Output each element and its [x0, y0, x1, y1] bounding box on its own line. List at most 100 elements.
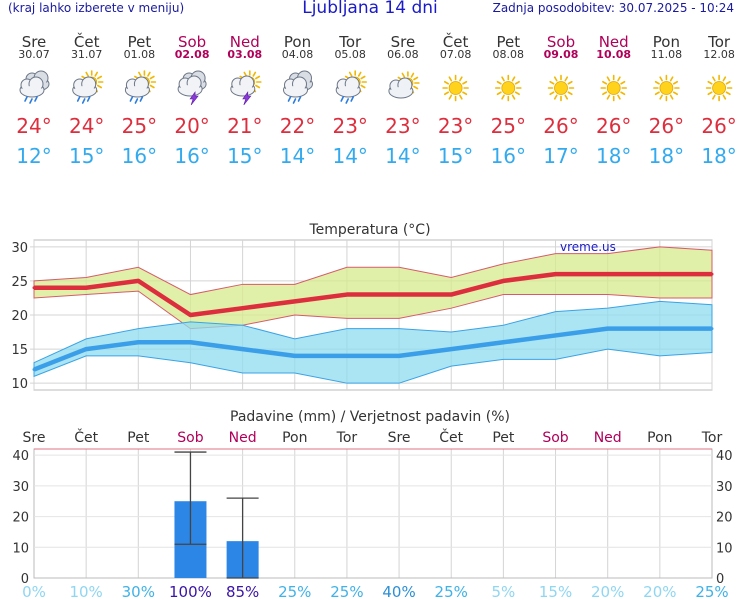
sun-ray — [620, 91, 626, 96]
sun-ray — [564, 94, 569, 100]
tmin-point — [606, 327, 610, 331]
precip-day-label: Sre — [23, 430, 46, 446]
partly-cloudy-icon — [388, 71, 420, 99]
sun-ray — [443, 80, 450, 85]
min-temperature: 12° — [16, 144, 51, 168]
tmin-range-band — [33, 300, 713, 384]
sun-ray — [511, 76, 516, 82]
max-temperature: 21° — [227, 114, 262, 138]
sun-ray — [462, 80, 468, 85]
tmax-point — [84, 286, 88, 290]
day-name: Ned — [230, 33, 260, 51]
sun-ray — [514, 91, 520, 96]
sun-ray — [549, 91, 555, 96]
sun-ray — [722, 94, 727, 100]
min-temperature: 15° — [69, 144, 104, 168]
sun-ray — [149, 84, 155, 89]
sun-ray — [360, 75, 366, 80]
precip-day-label: Pon — [282, 430, 307, 446]
sun-ray — [659, 76, 663, 82]
min-temperature: 15° — [227, 144, 262, 168]
sun-ray — [553, 94, 558, 100]
cloud-fill — [126, 86, 149, 96]
precip-probability-label: 0% — [22, 583, 46, 600]
max-temperature: 23° — [438, 114, 473, 138]
sun-ray — [348, 71, 353, 77]
tmax-point — [606, 272, 610, 276]
cloudy-rain-icon — [283, 70, 313, 104]
min-temperature: 14° — [385, 144, 420, 168]
sun-ray — [669, 76, 674, 82]
sunny-icon — [653, 74, 680, 102]
sun-ray — [243, 71, 248, 77]
sun-ray — [707, 91, 713, 96]
sun-ray — [85, 71, 89, 77]
max-temperature: 24° — [16, 114, 51, 138]
temp-y-tick-label: 25 — [11, 275, 28, 290]
temp-chart-title: Temperatura (°C) — [308, 222, 430, 238]
sun-ray — [712, 76, 716, 82]
tmax-series-line — [34, 271, 712, 318]
sun-ray — [94, 71, 98, 77]
day-date: 10.08 — [596, 48, 631, 61]
sun-ray — [669, 94, 674, 100]
rain-drop — [350, 96, 355, 102]
sun-ray — [567, 91, 573, 96]
min-temperature: 15° — [438, 144, 473, 168]
sun-ray — [448, 94, 453, 100]
precip-y-tick-left: 0 — [21, 572, 29, 587]
precip-y-tick-left: 20 — [12, 511, 29, 526]
sunny-icon — [494, 74, 522, 102]
temp-y-tick-label: 20 — [11, 309, 28, 324]
day-date: 30.07 — [18, 48, 50, 61]
precip-y-tick-right: 0 — [716, 572, 724, 587]
min-temperature: 18° — [649, 144, 684, 168]
temp-y-tick-label: 15 — [11, 343, 28, 358]
sun-ray — [138, 71, 142, 77]
tmax-point — [554, 272, 558, 276]
rain-drop — [34, 96, 38, 102]
cloudy-rain-icon — [19, 70, 50, 104]
max-temperature: 25° — [491, 114, 526, 138]
precip-probability-label: 25% — [695, 583, 728, 600]
sun-ray — [448, 76, 453, 82]
min-temperature: 14° — [332, 144, 367, 168]
precip-probability-label: 85% — [226, 583, 259, 600]
day-date: 12.08 — [703, 48, 735, 61]
sun-ray — [672, 91, 679, 96]
min-temperature: 18° — [596, 144, 631, 168]
tmin-point — [501, 340, 505, 344]
max-temperature: 23° — [332, 114, 367, 138]
day-name: Sre — [391, 33, 416, 51]
sun-ray — [443, 91, 450, 96]
sun-ray — [617, 76, 621, 82]
sun-ray — [620, 80, 626, 85]
rain-drop — [287, 96, 292, 102]
day-date: 09.08 — [544, 48, 579, 61]
precip-probability-label: 25% — [330, 583, 363, 600]
daily-forecast-strip: Sre30.0724°12°Čet31.0724°15°Pet01.0825°1… — [16, 32, 737, 168]
rain-drop — [29, 98, 33, 104]
day-name: Sob — [178, 33, 206, 51]
tmin-point — [188, 340, 192, 344]
location-menu-hint[interactable]: (kraj lahko izberete v meniju) — [8, 1, 185, 15]
day-name: Sre — [22, 33, 47, 51]
last-updated: Zadnja posodobitev: 30.07.2025 - 10:24 — [492, 1, 734, 15]
max-temperature: 26° — [543, 114, 578, 138]
precip-y-tick-left: 40 — [12, 449, 29, 464]
sun-ray — [672, 80, 679, 85]
sun-ray — [654, 91, 660, 96]
sun-ray — [496, 80, 502, 85]
precip-day-label: Sob — [542, 430, 568, 446]
sun-ray — [501, 94, 505, 100]
precip-probability-label: 25% — [435, 583, 468, 600]
sun-ray — [459, 76, 463, 82]
